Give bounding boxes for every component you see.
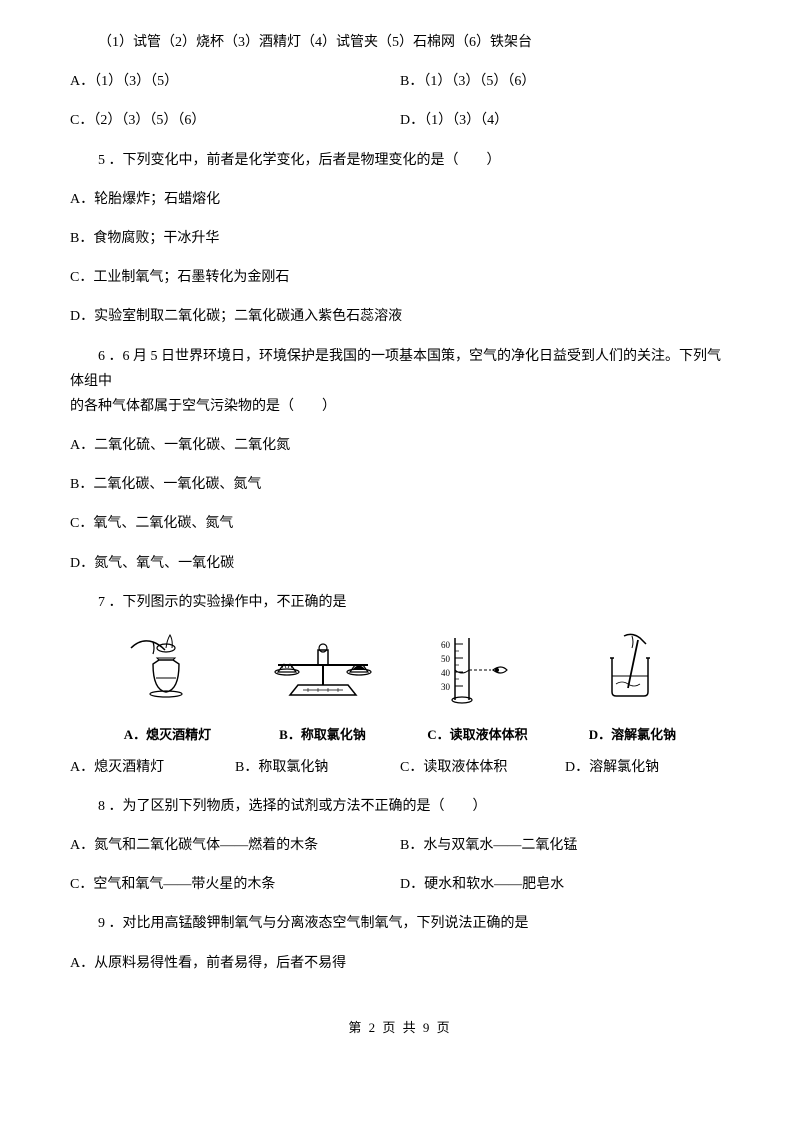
page-footer: 第 2 页 共 9 页 xyxy=(70,1016,730,1039)
q8-opt-d: D．硬水和软水——肥皂水 xyxy=(400,872,730,897)
q6-opt-a: A．二氧化硫、一氧化碳、二氧化氮 xyxy=(70,433,730,458)
q8-opt-b: B．水与双氧水——二氧化锰 xyxy=(400,833,730,858)
q6-stem-l1: 6 ．6 月 5 日世界环境日，环境保护是我国的一项基本国策，空气的净化日益受到… xyxy=(70,344,730,394)
q8-opt-a: A．氮气和二氧化碳气体——燃着的木条 xyxy=(70,833,400,858)
q8-opt-c: C．空气和氧气——带火星的木条 xyxy=(70,872,400,897)
q5-opt-b: B．食物腐败；干冰升华 xyxy=(70,226,730,251)
q7-fig-c: 60 50 40 30 C．读取液体体积 xyxy=(400,630,555,747)
q6-opt-c: C．氧气、二氧化碳、氮气 xyxy=(70,511,730,536)
q7-opt-d: D．溶解氯化钠 xyxy=(565,755,730,780)
q4-options-row2: C．（2）（3）（5）（6） D．（1）（3）（4） xyxy=(70,108,730,133)
intro-line: （1）试管（2）烧杯（3）酒精灯（4）试管夹（5）石棉网（6）铁架台 xyxy=(70,30,730,55)
q4-opt-a: A．（1）（3）（5） xyxy=(70,69,400,94)
graduated-cylinder-icon: 60 50 40 30 xyxy=(433,630,523,710)
svg-text:30: 30 xyxy=(441,682,451,692)
q7-opt-a: A．熄灭酒精灯 xyxy=(70,755,235,780)
q5-opt-c: C．工业制氧气；石墨转化为金刚石 xyxy=(70,265,730,290)
q4-opt-d: D．（1）（3）（4） xyxy=(400,108,730,133)
q7-opt-b: B．称取氯化钠 xyxy=(235,755,400,780)
q6-stem-l2: 的各种气体都属于空气污染物的是（ ） xyxy=(70,394,730,419)
balance-scale-icon xyxy=(258,630,388,710)
q7-figcap-c: C．读取液体体积 xyxy=(400,723,555,746)
q6-opt-d: D．氮气、氧气、一氧化碳 xyxy=(70,551,730,576)
q7-fig-a: A．熄灭酒精灯 xyxy=(90,630,245,747)
q5-opt-a: A．轮胎爆炸；石蜡熔化 xyxy=(70,187,730,212)
q4-opt-c: C．（2）（3）（5）（6） xyxy=(70,108,400,133)
q4-options-row1: A．（1）（3）（5） B．（1）（3）（5）（6） xyxy=(70,69,730,94)
q7-figcap-a: A．熄灭酒精灯 xyxy=(90,723,245,746)
svg-text:50: 50 xyxy=(441,654,451,664)
q9-opt-a: A．从原料易得性看，前者易得，后者不易得 xyxy=(70,951,730,976)
q7-figcap-b: B．称取氯化钠 xyxy=(245,723,400,746)
q6-opt-b: B．二氧化碳、一氧化碳、氮气 xyxy=(70,472,730,497)
q4-opt-b: B．（1）（3）（5）（6） xyxy=(400,69,730,94)
q8-options-row1: A．氮气和二氧化碳气体——燃着的木条 B．水与双氧水——二氧化锰 xyxy=(70,833,730,858)
q7-fig-d: D．溶解氯化钠 xyxy=(555,630,710,747)
q7-fig-b: B．称取氯化钠 xyxy=(245,630,400,747)
q7-stem: 7 ．下列图示的实验操作中，不正确的是 xyxy=(70,590,730,615)
q7-options-row: A．熄灭酒精灯 B．称取氯化钠 C．读取液体体积 D．溶解氯化钠 xyxy=(70,755,730,780)
q5-stem: 5 ．下列变化中，前者是化学变化，后者是物理变化的是（ ） xyxy=(70,148,730,173)
alcohol-lamp-icon xyxy=(123,630,213,710)
q9-stem: 9 ．对比用高锰酸钾制氧气与分离液态空气制氧气，下列说法正确的是 xyxy=(70,911,730,936)
beaker-stirring-icon xyxy=(588,630,678,710)
q8-stem: 8 ．为了区别下列物质，选择的试剂或方法不正确的是（ ） xyxy=(70,794,730,819)
q5-opt-d: D．实验室制取二氧化碳；二氧化碳通入紫色石蕊溶液 xyxy=(70,304,730,329)
q7-figure-row: A．熄灭酒精灯 B．称取氯化钠 xyxy=(90,630,710,747)
svg-text:60: 60 xyxy=(441,640,451,650)
svg-text:40: 40 xyxy=(441,668,451,678)
q7-figcap-d: D．溶解氯化钠 xyxy=(555,723,710,746)
q8-options-row2: C．空气和氧气——带火星的木条 D．硬水和软水——肥皂水 xyxy=(70,872,730,897)
q7-opt-c: C．读取液体体积 xyxy=(400,755,565,780)
